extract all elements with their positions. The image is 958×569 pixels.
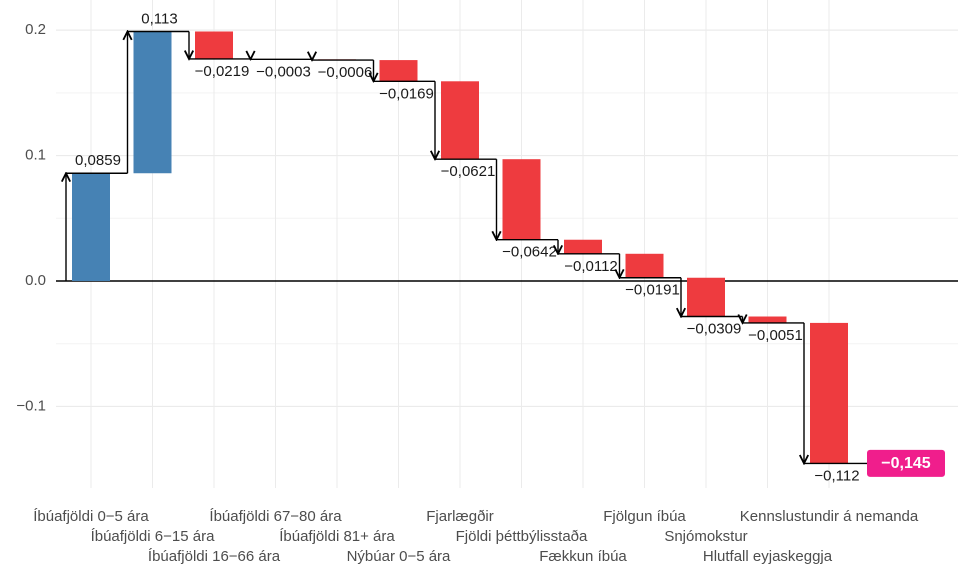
x-tick-label: Kennslustundir á nemanda [740,508,919,525]
bar [625,253,664,278]
value-label: −0,0006 [318,64,373,81]
y-tick-label: −0.1 [16,397,46,414]
x-tick-label: Fækkun íbúa [539,548,627,565]
x-tick-label: Íbúafjöldi 81+ ára [279,528,395,545]
bar [195,31,233,59]
bar [748,316,787,323]
bar [687,277,725,317]
x-tick-label: Íbúafjöldi 0−5 ára [33,508,149,525]
x-tick-label: Íbúafjöldi 16−66 ára [148,548,281,565]
x-tick-label: Nýbúar 0−5 ára [347,548,451,565]
total-box [867,449,945,477]
x-tick-label: Snjómokstur [664,528,747,545]
total-label: −0,145 [881,455,930,472]
value-label: −0,0642 [502,244,557,261]
bar [564,239,602,254]
bar [72,173,110,282]
bar [810,322,848,464]
value-label: −0,0309 [687,320,742,337]
value-label: 0,0859 [75,152,121,169]
value-label: −0,0191 [625,282,680,299]
value-label: −0,0219 [195,63,250,80]
value-label: −0,0003 [256,63,311,80]
x-tick-label: Hlutfall eyjaskeggja [703,548,833,565]
x-tick-label: Fjarlægðir [426,508,494,525]
y-tick-label: 0.1 [25,147,46,164]
x-tick-label: Fjölgun íbúa [603,508,686,525]
y-tick-label: 0.2 [25,21,46,38]
bar [133,31,172,174]
value-label: 0,113 [141,10,177,27]
value-label: −0,0051 [748,327,803,344]
bar [441,81,479,160]
value-label: −0,0112 [564,258,618,275]
value-label: −0,112 [814,467,859,484]
bar [502,159,541,240]
value-label: −0,0169 [379,85,434,102]
x-tick-label: Íbúafjöldi 67−80 ára [209,508,342,525]
x-tick-label: Íbúafjöldi 6−15 ára [91,528,216,545]
value-label: −0,0621 [441,163,496,180]
y-tick-label: 0.0 [25,272,46,289]
bar [379,60,418,82]
x-tick-label: Fjöldi þéttbýlisstaða [456,528,588,545]
